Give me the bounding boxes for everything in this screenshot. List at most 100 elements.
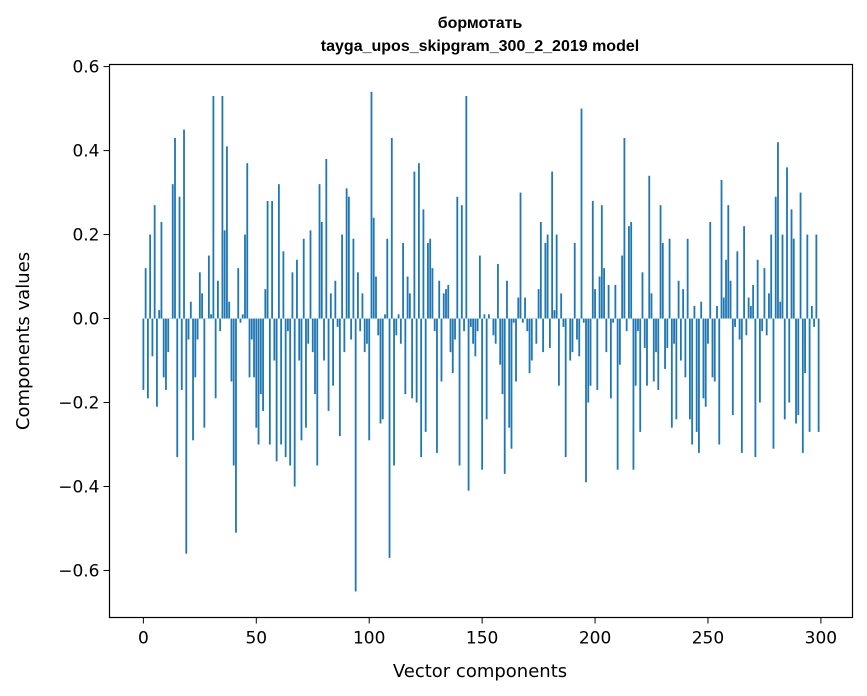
bar-211 <box>618 318 621 365</box>
bar-102 <box>372 217 375 319</box>
bar-68 <box>296 259 298 319</box>
bar-224 <box>648 175 651 319</box>
bar-182 <box>553 310 556 319</box>
bar-168 <box>521 318 524 323</box>
bar-187 <box>564 318 567 458</box>
bar-60 <box>277 184 280 319</box>
bar-6 <box>156 318 158 407</box>
bar-270 <box>752 284 755 319</box>
bar-15 <box>176 318 179 458</box>
bar-106 <box>381 318 384 420</box>
y-tick-label: 0.2 <box>72 226 99 246</box>
bar-104 <box>377 318 380 336</box>
y-tick-label: 0.4 <box>72 142 99 162</box>
bar-236 <box>675 318 678 420</box>
bar-42 <box>237 268 240 319</box>
bar-122 <box>417 163 420 319</box>
bar-213 <box>623 137 626 319</box>
bar-189 <box>569 318 572 361</box>
bar-120 <box>413 171 416 319</box>
bar-299 <box>817 318 820 432</box>
bar-29 <box>207 255 210 319</box>
bar-161 <box>506 280 508 319</box>
bar-80 <box>323 318 325 361</box>
bar-38 <box>228 301 231 319</box>
bar-186 <box>562 318 565 327</box>
bar-294 <box>806 234 809 319</box>
bar-158 <box>499 318 502 365</box>
bar-209 <box>614 284 617 319</box>
bar-275 <box>763 268 766 319</box>
bar-85 <box>334 280 337 319</box>
bar-171 <box>528 318 531 374</box>
bar-21 <box>189 301 192 319</box>
bar-54 <box>264 289 267 319</box>
bar-185 <box>560 293 563 319</box>
bar-225 <box>650 293 653 319</box>
bar-175 <box>537 289 540 319</box>
bar-276 <box>765 318 768 336</box>
bar-172 <box>530 318 533 361</box>
bar-65 <box>289 318 292 466</box>
bar-144 <box>467 318 470 491</box>
bar-9 <box>162 318 165 378</box>
bar-121 <box>415 318 418 403</box>
bar-203 <box>600 205 603 319</box>
bar-201 <box>596 318 599 390</box>
bar-36 <box>223 230 226 319</box>
bar-254 <box>716 305 718 319</box>
bar-137 <box>451 318 454 374</box>
bar-72 <box>305 318 307 428</box>
bar-34 <box>219 318 222 332</box>
bar-44 <box>241 314 244 319</box>
bar-87 <box>338 318 341 437</box>
bar-215 <box>628 226 630 319</box>
bar-206 <box>607 284 610 319</box>
bar-200 <box>594 289 596 319</box>
bar-269 <box>749 305 752 319</box>
bar-291 <box>799 192 802 319</box>
bar-242 <box>688 318 691 420</box>
bar-132 <box>440 318 443 382</box>
bar-135 <box>447 284 450 319</box>
y-tick-label: −0.2 <box>58 394 99 414</box>
bar-7 <box>158 310 161 319</box>
bar-289 <box>795 318 797 424</box>
bar-99 <box>366 318 368 344</box>
bar-93 <box>352 238 355 319</box>
bar-51 <box>257 318 260 445</box>
bar-268 <box>747 297 750 319</box>
bar-223 <box>646 318 648 386</box>
bar-293 <box>804 318 806 374</box>
bar-73 <box>307 318 310 344</box>
bar-257 <box>722 297 725 319</box>
bar-46 <box>246 163 249 319</box>
bar-95 <box>357 272 359 319</box>
bar-252 <box>711 318 714 378</box>
bar-84 <box>332 318 334 386</box>
bar-256 <box>720 179 723 319</box>
bar-265 <box>740 318 743 453</box>
bar-97 <box>361 293 364 319</box>
bar-296 <box>810 305 813 319</box>
bar-105 <box>379 318 382 424</box>
bar-164 <box>512 318 515 323</box>
bar-118 <box>408 293 411 319</box>
bar-94 <box>354 318 357 592</box>
bar-43 <box>239 318 242 323</box>
y-tick-label: −0.6 <box>58 561 99 581</box>
bar-184 <box>558 318 560 386</box>
bar-58 <box>273 318 276 361</box>
bar-241 <box>686 238 689 319</box>
bar-212 <box>621 255 624 319</box>
chart-subtitle: tayga_upos_skipgram_300_2_2019 model <box>321 38 639 55</box>
bar-89 <box>343 318 346 353</box>
bar-17 <box>180 318 183 390</box>
bar-263 <box>736 251 739 319</box>
bar-159 <box>501 318 504 395</box>
bar-285 <box>786 167 788 319</box>
bar-151 <box>483 314 486 319</box>
bar-232 <box>666 318 669 348</box>
bar-103 <box>375 276 377 319</box>
bar-150 <box>481 318 484 470</box>
